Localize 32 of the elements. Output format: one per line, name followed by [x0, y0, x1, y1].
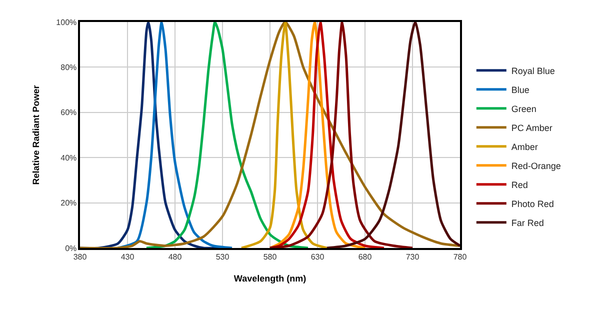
line-series: [240, 22, 328, 248]
legend-label: Photo Red: [511, 198, 554, 209]
legend-label: Blue: [511, 84, 530, 95]
x-tick-label: 430: [120, 252, 135, 262]
legend-label: Red-Orange: [511, 160, 561, 171]
legend-label: PC Amber: [511, 122, 552, 133]
legend-label: Green: [511, 104, 536, 114]
x-tick-label: 780: [453, 252, 468, 262]
x-tick-label: 480: [168, 252, 182, 262]
line-series: [145, 22, 310, 248]
y-tick-label: 20%: [60, 198, 77, 208]
line-series: [268, 22, 414, 248]
legend-label: Red: [511, 180, 528, 190]
y-tick-label: 80%: [60, 63, 77, 72]
x-tick-label: 380: [73, 252, 88, 262]
line-series: [326, 22, 460, 248]
x-tick-label: 580: [263, 252, 278, 262]
y-tick-label: 40%: [60, 153, 77, 162]
y-tick-label: 0%: [65, 244, 77, 253]
legend-label: Far Red: [511, 218, 544, 228]
legend-label: Royal Blue: [511, 66, 555, 76]
x-tick-label: 680: [358, 252, 372, 262]
y-tick-label: 100%: [56, 18, 77, 27]
y-axis-title: Relative Radiant Power: [31, 84, 42, 185]
y-tick-label: 60%: [60, 108, 77, 118]
line-series: [268, 22, 366, 248]
legend-label: Amber: [511, 142, 538, 152]
line-series: [80, 22, 460, 248]
x-tick-label: 730: [406, 252, 420, 262]
x-axis-title: Wavelength (nm): [234, 274, 306, 284]
x-tick-label: 630: [310, 252, 325, 262]
x-tick-label: 530: [216, 252, 230, 262]
